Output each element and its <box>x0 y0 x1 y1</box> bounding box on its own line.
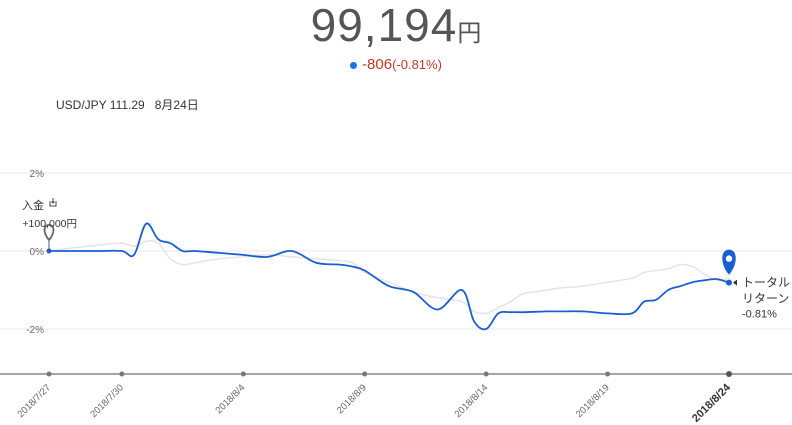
end-point-dot <box>726 279 732 286</box>
rate-date: 8月24日 <box>154 98 199 112</box>
x-tick-dot <box>726 371 732 377</box>
end-label-line1: トータル <box>742 276 790 290</box>
end-label-value: -0.81% <box>742 309 777 321</box>
x-tick-label: 2018/7/27 <box>15 382 53 420</box>
location-pin-icon[interactable] <box>722 249 736 275</box>
x-tick-label: 2018/8/19 <box>574 382 612 420</box>
x-tick-label: 2018/8/9 <box>335 382 369 416</box>
x-tick-label: 2018/8/14 <box>453 382 491 420</box>
x-tick-dot <box>605 371 611 377</box>
change-percent: (-0.81%) <box>392 57 442 72</box>
x-tick-label: 2018/8/24 <box>690 381 734 425</box>
rate-info: USD/JPY 111.29 8月24日 <box>56 96 209 113</box>
y-tick-label: 0% <box>30 247 45 258</box>
end-label-line2: リターン <box>742 292 789 306</box>
portfolio-value-number: 99,194 <box>310 0 458 51</box>
start-point-dot <box>46 248 52 254</box>
x-tick-label: 2018/8/4 <box>213 382 247 416</box>
change-amount: -806 <box>362 56 393 73</box>
x-tick-dot <box>483 371 489 377</box>
portfolio-value: 99,194円 <box>0 0 792 52</box>
x-tick-dot <box>240 371 246 377</box>
x-tick-dot <box>119 371 125 377</box>
portfolio-value-unit: 円 <box>457 20 482 47</box>
exchange-rate: USD/JPY 111.29 <box>56 98 145 112</box>
pin-hole <box>725 255 733 262</box>
x-tick-dot <box>362 371 368 377</box>
y-tick-label: -2% <box>26 325 44 336</box>
series-line-total-return <box>49 222 730 331</box>
y-tick-label: 2% <box>30 169 45 180</box>
change-dot-icon <box>350 61 358 69</box>
deposit-icon <box>49 198 57 207</box>
x-tick-label: 2018/7/30 <box>88 382 126 420</box>
deposit-amount: +100,000円 <box>22 218 77 230</box>
x-tick-dot <box>46 371 52 377</box>
deposit-marker-icon[interactable] <box>43 224 55 242</box>
deposit-label: 入金 <box>22 198 44 212</box>
portfolio-change: -806(-0.81%) <box>0 56 792 73</box>
pointer-arrow-icon <box>733 279 737 286</box>
series-line-benchmark <box>48 240 730 315</box>
